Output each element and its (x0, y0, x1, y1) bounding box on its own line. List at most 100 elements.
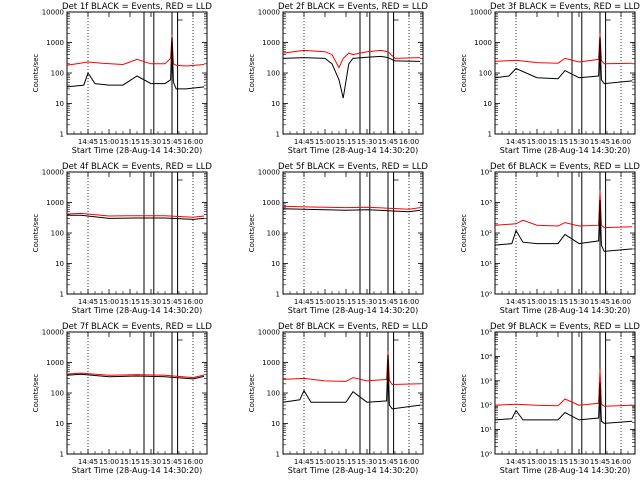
x-axis-label: Start Time (28-Aug-14 14:30:20) (72, 306, 203, 315)
series-line-black (494, 200, 633, 252)
y-axis-label: Counts/sec (248, 214, 256, 253)
y-tick-label: 10³ (480, 199, 492, 207)
x-tick-label: 15:30 (357, 298, 377, 306)
panel-title: Det 2f BLACK = Events, RED = LLD (278, 2, 428, 12)
interval-hook (393, 334, 399, 341)
y-tick-label: 10 (271, 100, 280, 108)
x-tick-label: 16:00 (611, 458, 631, 466)
series-line-black (494, 37, 633, 85)
y-tick-label: 100 (267, 230, 280, 238)
panel-det-3: Det 3f BLACK = Events, RED = LLD 1 10 100 10… (460, 2, 640, 155)
y-tick-label: 100 (267, 390, 280, 398)
y-tick-label: 1 (276, 131, 280, 139)
y-tick-label: 10⁵ (480, 329, 492, 337)
x-axis-label: Start Time (28-Aug-14 14:30:20) (500, 146, 631, 155)
panel-title: Det 4f BLACK = Events, RED = LLD (62, 162, 212, 172)
y-tick-label: 1000 (46, 359, 64, 367)
x-tick-label: 14:45 (294, 458, 314, 466)
x-tick-label: 16:00 (611, 298, 631, 306)
y-tick-label: 10 (55, 420, 64, 428)
panel-det-8: Det 8f BLACK = Events, RED = LLD 1 10 100 10… (248, 322, 428, 475)
y-tick-label: 1000 (46, 39, 64, 47)
x-tick-label: 15:15 (336, 138, 356, 146)
x-tick-label: 15:45 (590, 138, 610, 146)
y-axis-label: Counts/sec (248, 374, 256, 413)
x-tick-label: 15:15 (120, 458, 140, 466)
x-tick-label: 15:45 (590, 298, 610, 306)
series-line-black (282, 55, 421, 99)
y-axis-label: Counts/sec (32, 374, 40, 413)
y-axis-label: Counts/sec (460, 54, 468, 93)
x-tick-label: 15:30 (141, 298, 161, 306)
interval-hook (177, 14, 183, 21)
panel-det-4: Det 4f BLACK = Events, RED = LLD 1 10 100 10… (32, 162, 212, 315)
y-tick-label: 10000 (258, 169, 280, 177)
y-tick-label: 10000 (42, 9, 64, 17)
x-tick-label: 16:00 (183, 458, 203, 466)
y-tick-label: 10⁰ (480, 451, 492, 459)
interval-hook (605, 14, 611, 21)
x-tick-label: 15:45 (590, 458, 610, 466)
panel-det-1: Det 1f BLACK = Events, RED = LLD 1 10 100 10… (32, 2, 212, 155)
x-tick-label: 15:00 (315, 298, 335, 306)
y-tick-label: 1 (488, 131, 492, 139)
x-tick-label: 15:00 (99, 458, 119, 466)
x-tick-label: 16:00 (399, 138, 419, 146)
series-line-red (282, 351, 421, 386)
y-tick-label: 10 (271, 420, 280, 428)
y-tick-label: 1 (60, 291, 64, 299)
interval-hook (605, 174, 611, 181)
y-tick-label: 10² (480, 402, 492, 410)
series-line-red (494, 33, 633, 65)
panel-det-7: Det 7f BLACK = Events, RED = LLD 1 10 100 10… (32, 322, 212, 475)
series-line-black (67, 214, 205, 220)
y-tick-label: 1 (276, 291, 280, 299)
y-tick-label: 10⁴ (480, 353, 492, 361)
x-tick-label: 15:15 (548, 458, 568, 466)
x-tick-label: 15:45 (162, 458, 182, 466)
x-tick-label: 15:00 (527, 298, 547, 306)
series-line-red (494, 369, 633, 407)
y-tick-label: 10⁴ (480, 169, 492, 177)
x-tick-label: 15:45 (162, 298, 182, 306)
panel-det-9: Det 9f BLACK = Events, RED = LLD 10⁰ 10¹ 10… (460, 322, 640, 475)
x-tick-label: 15:45 (378, 458, 398, 466)
x-tick-label: 14:45 (506, 458, 526, 466)
y-tick-label: 10 (55, 100, 64, 108)
x-tick-label: 15:45 (378, 298, 398, 306)
x-tick-label: 14:45 (294, 138, 314, 146)
y-tick-label: 10000 (258, 9, 280, 17)
y-tick-label: 1 (276, 451, 280, 459)
x-tick-label: 15:15 (120, 298, 140, 306)
series-line-black (66, 37, 205, 90)
y-tick-label: 100 (51, 230, 64, 238)
x-tick-label: 15:30 (357, 138, 377, 146)
x-tick-label: 15:30 (569, 138, 589, 146)
x-tick-label: 15:00 (527, 138, 547, 146)
x-tick-label: 16:00 (399, 298, 419, 306)
x-tick-label: 15:30 (141, 458, 161, 466)
y-tick-label: 1000 (46, 199, 64, 207)
x-tick-label: 14:45 (294, 298, 314, 306)
y-tick-label: 1 (60, 131, 64, 139)
interval-hook (393, 14, 399, 21)
y-tick-label: 1000 (262, 359, 280, 367)
x-axis-label: Start Time (28-Aug-14 14:30:20) (72, 466, 203, 475)
y-tick-label: 100 (267, 70, 280, 78)
y-tick-label: 10000 (42, 329, 64, 337)
panel-title: Det 8f BLACK = Events, RED = LLD (278, 322, 428, 332)
series-line-red (66, 372, 205, 379)
y-tick-label: 10 (271, 260, 280, 268)
x-tick-label: 15:45 (378, 138, 398, 146)
y-tick-label: 10⁰ (480, 291, 492, 299)
series-line-black (494, 383, 633, 424)
y-axis-label: Counts/sec (460, 214, 468, 253)
x-tick-label: 15:30 (141, 138, 161, 146)
series-line-red (282, 49, 421, 69)
x-tick-label: 15:15 (548, 138, 568, 146)
x-tick-label: 15:15 (548, 298, 568, 306)
y-tick-label: 1000 (474, 39, 492, 47)
y-tick-label: 10000 (470, 9, 492, 17)
series-line-red (66, 212, 205, 218)
